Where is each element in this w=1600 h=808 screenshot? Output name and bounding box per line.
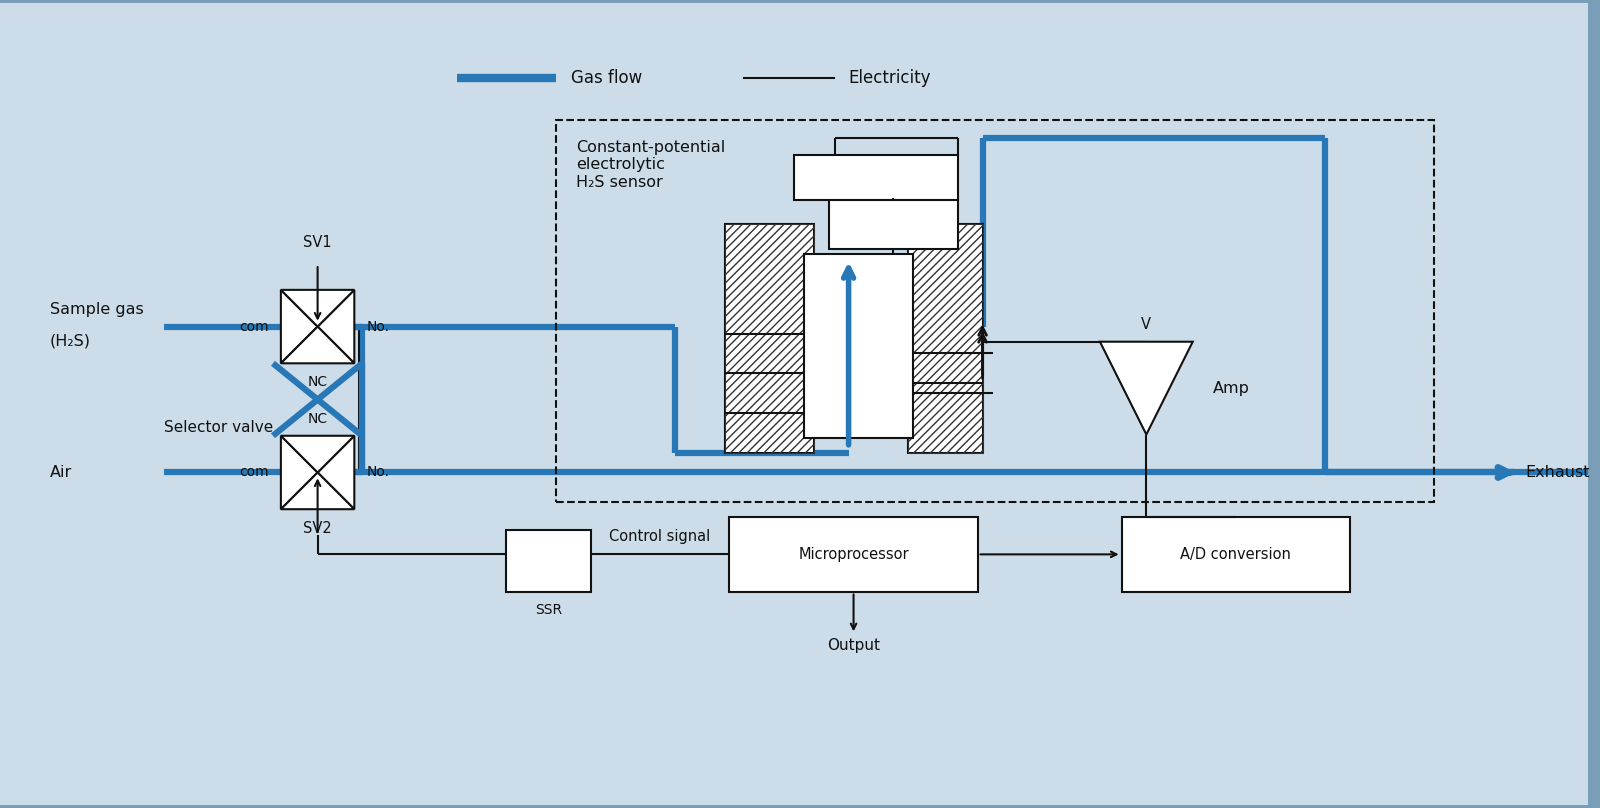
Text: NC: NC	[307, 375, 328, 389]
Polygon shape	[282, 473, 354, 509]
Bar	[725, 225, 814, 452]
Bar	[1122, 517, 1350, 591]
Polygon shape	[282, 290, 354, 326]
Polygon shape	[318, 436, 354, 509]
Bar	[829, 198, 958, 249]
Bar	[555, 120, 1434, 503]
Text: SV2: SV2	[304, 521, 331, 537]
Text: Control signal: Control signal	[610, 529, 710, 545]
Text: (H₂S): (H₂S)	[50, 334, 91, 348]
Polygon shape	[282, 326, 354, 364]
Text: Selector valve: Selector valve	[163, 420, 274, 435]
Text: SSR: SSR	[534, 604, 562, 617]
Text: Exhaust: Exhaust	[1525, 465, 1590, 480]
Text: SV1: SV1	[304, 234, 331, 250]
Bar	[909, 225, 982, 452]
Text: Amp: Amp	[1213, 381, 1250, 396]
Bar	[730, 517, 978, 591]
Text: Microprocessor: Microprocessor	[798, 547, 909, 562]
Polygon shape	[282, 436, 354, 473]
Text: No.: No.	[366, 320, 389, 334]
Text: V: V	[1141, 317, 1152, 332]
Text: Sample gas: Sample gas	[50, 301, 144, 317]
Polygon shape	[318, 290, 354, 364]
Text: NC: NC	[307, 412, 328, 426]
Polygon shape	[1099, 342, 1192, 435]
Text: No.: No.	[366, 465, 389, 479]
Text: Output: Output	[827, 638, 880, 653]
Text: com: com	[240, 465, 269, 479]
Text: Gas flow: Gas flow	[571, 69, 642, 87]
Bar	[803, 255, 914, 438]
Bar	[725, 225, 814, 452]
Bar	[909, 225, 982, 452]
Polygon shape	[282, 290, 318, 364]
Polygon shape	[282, 436, 318, 509]
Bar	[794, 155, 958, 200]
Text: com: com	[240, 320, 269, 334]
Text: Constant-potential
electrolytic
H₂S sensor: Constant-potential electrolytic H₂S sens…	[576, 140, 725, 190]
Text: Electricity: Electricity	[848, 69, 931, 87]
Text: A/D conversion: A/D conversion	[1181, 547, 1291, 562]
Bar	[506, 530, 590, 591]
Text: Air: Air	[50, 465, 72, 480]
